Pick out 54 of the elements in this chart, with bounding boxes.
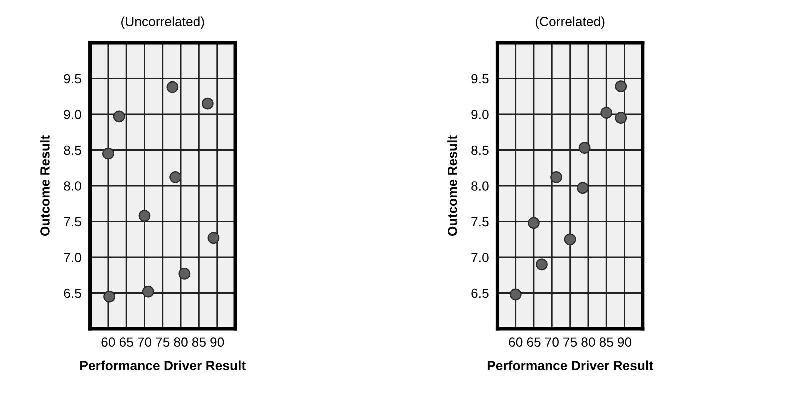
point: [536, 258, 548, 271]
y-tick-label: 6.5: [64, 288, 82, 298]
x-tick-label: 90: [210, 338, 224, 348]
x-tick-label: 70: [545, 338, 559, 348]
x-tick-label: 90: [618, 338, 632, 348]
x-axis-title: Performance Driver Result: [488, 360, 654, 370]
chart-title: (Correlated): [536, 16, 605, 30]
y-tick-label: 7.0: [64, 253, 82, 262]
point: [178, 268, 191, 280]
x-tick-label: 60: [102, 338, 116, 348]
point: [577, 182, 589, 194]
y-tick-label: 6.5: [472, 288, 489, 298]
point: [578, 142, 591, 154]
x-axis-title: Performance Driver Result: [80, 360, 246, 370]
chart-title: (Uncorrelated): [122, 16, 204, 30]
x-tick-label: 80: [174, 338, 188, 348]
y-axis-title: Outcome Result: [448, 136, 458, 236]
point: [208, 232, 220, 244]
point: [113, 110, 126, 123]
point: [510, 288, 522, 301]
y-tick-label: 8.0: [64, 182, 82, 191]
point: [202, 98, 214, 110]
x-tick-label: 85: [192, 338, 206, 348]
point: [615, 80, 628, 93]
y-tick-label: 8.0: [472, 182, 489, 191]
y-tick-label: 9.5: [64, 74, 82, 84]
y-tick-label: 7.5: [472, 217, 489, 227]
point: [102, 148, 114, 160]
x-tick-label: 65: [527, 338, 541, 348]
point: [104, 290, 116, 303]
point: [528, 217, 540, 230]
y-tick-label: 8.5: [472, 146, 489, 156]
y-tick-label: 9.0: [472, 110, 489, 120]
point: [142, 286, 154, 298]
y-tick-label: 8.5: [64, 146, 82, 156]
x-tick-label: 70: [138, 338, 152, 348]
x-tick-label: 85: [600, 338, 614, 348]
point: [615, 112, 628, 124]
point: [170, 171, 182, 184]
y-axis-title: Outcome Result: [40, 136, 50, 236]
y-tick-label: 7.5: [64, 217, 82, 227]
point: [564, 234, 576, 246]
y-tick-label: 9.5: [472, 74, 489, 84]
x-tick-label: 80: [582, 338, 596, 348]
y-tick-label: 9.0: [64, 110, 82, 120]
point: [166, 81, 179, 94]
point: [138, 210, 151, 222]
x-tick-label: 60: [509, 338, 523, 348]
point: [550, 171, 562, 184]
point: [600, 107, 613, 120]
y-tick-label: 7.0: [472, 253, 489, 262]
x-tick-label: 75: [156, 338, 170, 348]
x-tick-label: 65: [120, 338, 134, 348]
x-tick-label: 75: [564, 338, 578, 348]
